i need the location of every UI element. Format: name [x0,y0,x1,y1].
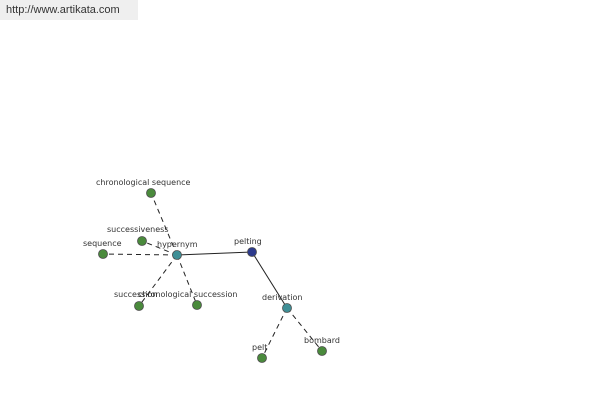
node-bombard[interactable] [317,346,327,356]
nodes-layer [98,188,327,363]
node-label-pelting[interactable]: pelting [234,237,262,246]
edge-pelting-to-hypernym [176,251,253,256]
edge-hypernym-to-successiveness [141,240,178,256]
node-label-chronological-succession[interactable]: chronological succession [138,290,237,299]
node-chronological-sequence[interactable] [146,188,156,198]
node-pelt[interactable] [257,353,267,363]
edge-derivation-to-bombard [286,307,323,352]
node-chronological-succession[interactable] [192,300,202,310]
edge-derivation-to-pelt [261,307,288,359]
node-pelting[interactable] [247,247,257,257]
node-label-chronological-sequence[interactable]: chronological sequence [96,178,191,187]
node-label-successiveness[interactable]: successiveness [107,225,169,234]
node-label-hypernym[interactable]: hypernym [157,240,198,249]
node-label-sequence[interactable]: sequence [83,239,122,248]
node-label-succession[interactable]: succession [114,290,157,299]
edge-hypernym-to-sequence [102,253,178,256]
node-label-bombard[interactable]: bombard [304,336,340,345]
node-hypernym[interactable] [172,250,182,260]
node-derivation[interactable] [282,303,292,313]
node-sequence[interactable] [98,249,108,259]
node-successiveness[interactable] [137,236,147,246]
edges-layer [102,192,323,359]
node-succession[interactable] [134,301,144,311]
edge-hypernym-to-chronological-sequence [150,192,178,256]
edge-hypernym-to-succession [138,254,178,307]
site-url[interactable]: http://www.artikata.com [0,0,138,20]
edge-pelting-to-derivation [251,251,288,309]
node-label-pelt[interactable]: pelt [252,343,267,352]
node-label-derivation[interactable]: derivation [262,293,302,302]
labels-layer: chronological sequence successiveness sequ… [83,178,340,352]
